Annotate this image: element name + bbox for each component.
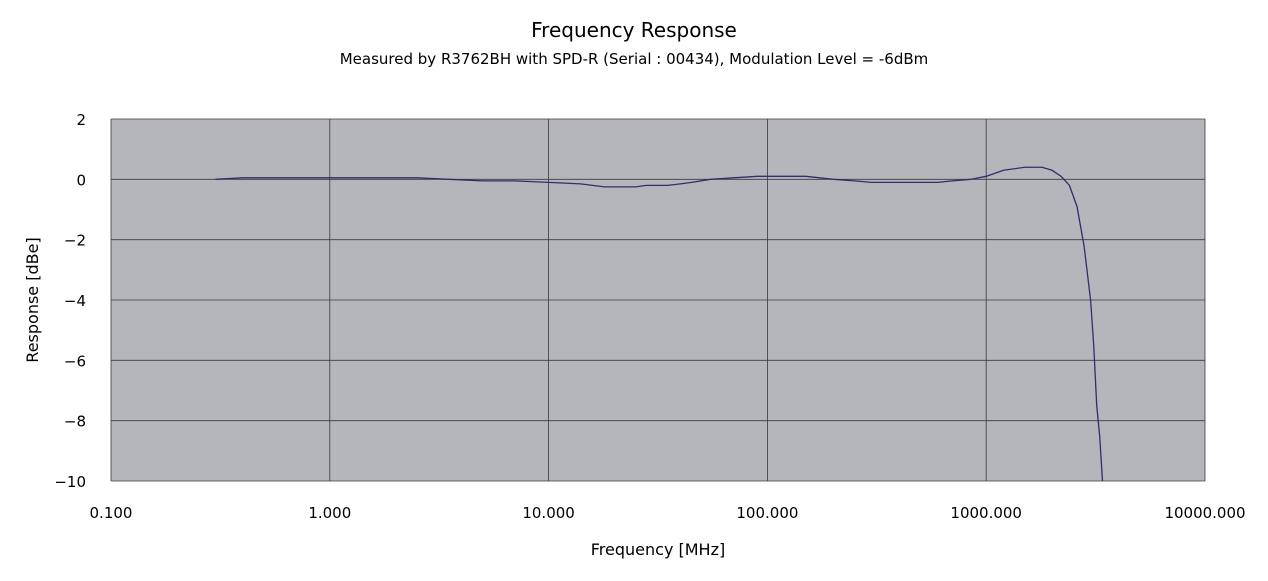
y-axis-ticks: 2 0 −2 −4 −6 −8 −10 bbox=[54, 111, 86, 491]
x-tick-label: 0.100 bbox=[90, 504, 133, 522]
y-axis-label: Response [dBe] bbox=[23, 237, 42, 362]
chart-title: Frequency Response bbox=[531, 18, 737, 42]
series-line bbox=[215, 166, 1104, 482]
y-tick-label: 2 bbox=[76, 111, 86, 129]
x-axis-label: Frequency [MHz] bbox=[591, 540, 725, 559]
x-tick-label: 100.000 bbox=[736, 504, 798, 522]
chart-subtitle: Measured by R3762BH with SPD-R (Serial :… bbox=[339, 50, 929, 68]
y-tick-label: −4 bbox=[64, 292, 86, 310]
y-tick-label: 0 bbox=[76, 171, 86, 189]
y-tick-label: −8 bbox=[64, 413, 86, 431]
x-tick-label: 10000.000 bbox=[1164, 504, 1245, 522]
x-tick-label: 1.000 bbox=[308, 504, 351, 522]
y-tick-label: −2 bbox=[64, 232, 86, 250]
x-axis-ticks: 0.100 1.000 10.000 100.000 1000.000 10000.000 bbox=[90, 504, 1246, 522]
grid-lines bbox=[110, 118, 1206, 482]
x-tick-label: 1000.000 bbox=[950, 504, 1022, 522]
y-tick-label: −6 bbox=[64, 352, 86, 370]
x-tick-label: 10.000 bbox=[522, 504, 575, 522]
y-tick-label: −10 bbox=[54, 473, 86, 491]
